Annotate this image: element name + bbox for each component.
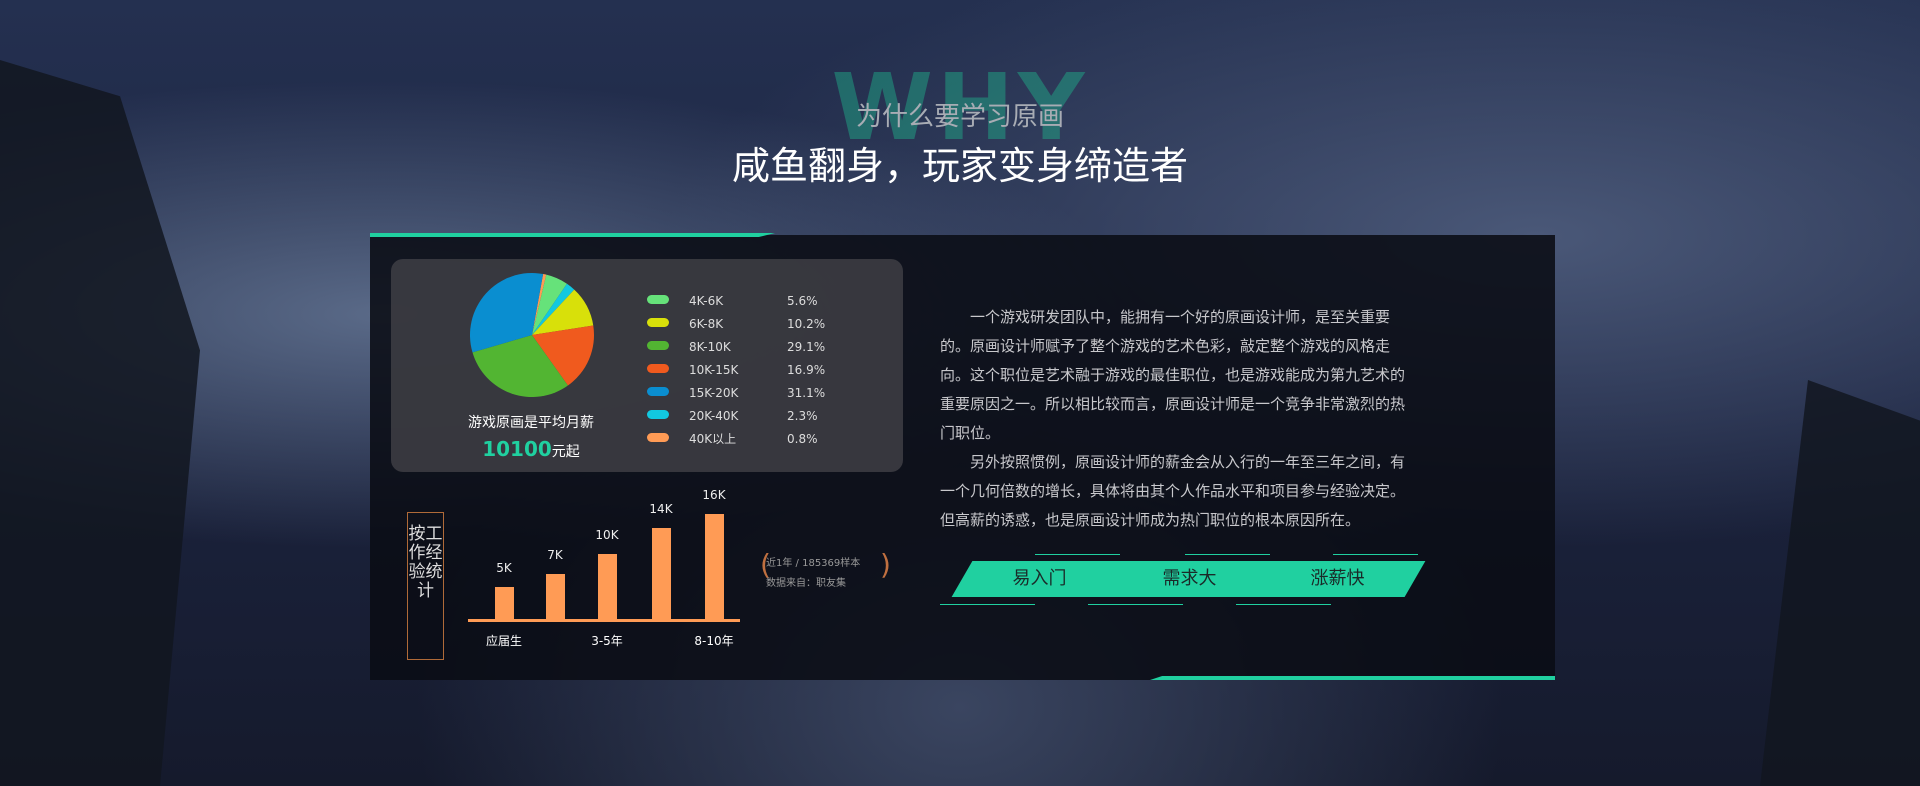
top-accent-line [370, 233, 775, 237]
description-p2: 另外按照惯例，原画设计师的薪金会从入行的一年至三年之间，有一个几何倍数的增长，具… [940, 453, 1406, 529]
avg-salary-suffix: 元起 [551, 444, 580, 460]
x-tick-label: 应届生 [485, 634, 522, 648]
bar-value-label: 14K [649, 501, 673, 516]
legend-label: 4K-6K [689, 294, 724, 308]
legend-label: 40K以上 [689, 432, 737, 446]
tag-fast-raise[interactable]: 涨薪快 [1249, 561, 1426, 597]
bar [495, 587, 514, 620]
tag-easy-entry[interactable]: 易入门 [951, 561, 1128, 597]
avg-salary: 10100元起 [391, 437, 671, 461]
legend-percent: 31.1% [787, 386, 826, 400]
bar-value-label: 10K [595, 528, 619, 542]
pie-slice [532, 283, 575, 335]
legend-swatch [647, 318, 669, 327]
deco-line [1236, 604, 1331, 605]
section-title: 咸鱼翻身，玩家变身缔造者 [731, 144, 1188, 188]
deco-line [1333, 554, 1418, 555]
legend-percent: 29.1% [787, 340, 826, 354]
bar [705, 514, 724, 620]
legend-label: 6K-8K [689, 317, 724, 331]
deco-line [1185, 554, 1270, 555]
bar-chart-baseline [468, 619, 740, 622]
avg-salary-caption: 游戏原画是平均月薪 [468, 415, 594, 431]
bar [652, 527, 671, 620]
bar-value-label: 5K [496, 561, 512, 575]
bar [546, 573, 565, 620]
legend-swatch [647, 433, 669, 442]
pie-slice [532, 274, 547, 335]
salary-pie-chart [470, 273, 594, 397]
legend-label: 20K-40K [689, 409, 739, 423]
deco-line [1035, 554, 1120, 555]
bar-value-label: 7K [547, 547, 563, 562]
sample-size: 近1年 / 185369样本 [766, 558, 861, 569]
legend-percent: 16.9% [787, 363, 826, 377]
tag-high-demand[interactable]: 需求大 [1101, 561, 1278, 597]
watermark-why: WHY [831, 54, 1089, 161]
description: 一个游戏研发团队中，能拥有一个好的原画设计师，是至关重要的。原画设计师赋予了整个… [940, 303, 1415, 535]
pie-slice [532, 274, 567, 335]
deco-line [1088, 604, 1183, 605]
pie-slice [472, 335, 568, 397]
legend-percent: 10.2% [787, 317, 826, 331]
pie-slice [532, 289, 594, 335]
legend-percent: 5.6% [787, 294, 818, 308]
deco-line [940, 604, 1035, 605]
left-paren: ( [760, 548, 771, 581]
legend-swatch [647, 387, 669, 396]
pie-slice [532, 325, 594, 386]
section-subtitle: 为什么要学习原画 [855, 102, 1064, 132]
legend-label: 8K-10K [689, 340, 731, 354]
data-source: 数据来自：职友集 [766, 578, 846, 589]
legend-label: 10K-15K [689, 363, 739, 377]
legend-percent: 0.8% [787, 432, 818, 446]
description-p1: 一个游戏研发团队中，能拥有一个好的原画设计师，是至关重要的。原画设计师赋予了整个… [940, 308, 1406, 442]
bar-chart-title: 按工作经验统计 [407, 512, 444, 660]
legend-swatch [647, 410, 669, 419]
pie-slice [470, 273, 544, 353]
legend-swatch [647, 341, 669, 350]
x-tick-label: 3-5年 [591, 634, 623, 648]
legend-swatch [647, 295, 669, 304]
legend-swatch [647, 364, 669, 373]
background-rock [1760, 380, 1920, 786]
right-paren: ) [880, 548, 891, 581]
source-note: 近1年 / 185369样本 数据来自：职友集 [766, 554, 860, 594]
x-tick-label: 8-10年 [694, 634, 734, 648]
avg-salary-value: 10100 [482, 437, 552, 461]
bar-value-label: 16K [702, 488, 726, 503]
bottom-accent-line [1150, 676, 1555, 680]
bar [598, 554, 617, 620]
legend-percent: 2.3% [787, 409, 818, 423]
legend-label: 15K-20K [689, 386, 739, 400]
